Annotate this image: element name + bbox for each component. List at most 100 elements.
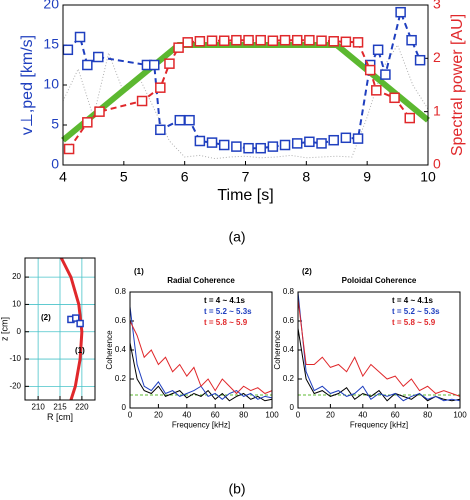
annotation: (1): [134, 267, 144, 276]
y2-tick-label: 1: [433, 102, 441, 118]
x-tick-label: 6: [181, 168, 189, 184]
plot-frame: [24, 257, 96, 401]
y2-tick-label: 2: [433, 49, 441, 65]
y-tick-label: 0.4: [283, 345, 295, 354]
marker: [93, 51, 104, 63]
marker: [389, 92, 400, 104]
marker: [206, 35, 218, 46]
series-line: [129, 342, 273, 402]
marker: [63, 143, 75, 155]
y-tick-label: 0.4: [115, 345, 127, 354]
y-tick-label: -20: [9, 381, 21, 390]
panel-label: (a): [228, 229, 245, 245]
x-tick-label: 100: [453, 410, 467, 419]
marker: [340, 36, 352, 48]
marker: [291, 138, 303, 149]
marker: [267, 35, 279, 46]
x-tick-label: 220: [75, 402, 89, 411]
marker: [243, 34, 254, 46]
marker: [218, 139, 230, 151]
marker: [94, 106, 105, 117]
x-axis-label: Frequency [kHz]: [350, 421, 408, 430]
marker: [328, 134, 339, 146]
marker: [304, 34, 315, 46]
marker: [194, 36, 206, 47]
marker: [304, 136, 315, 148]
x-tick-label: 210: [31, 402, 45, 411]
marker: [340, 132, 352, 144]
marker: [371, 85, 382, 96]
marker: [279, 34, 291, 46]
y2-axis-label: Spectral power [AU]: [449, 14, 466, 156]
x-tick-label: 20: [154, 410, 163, 419]
y-axis-label: v⊥,ped [km/s]: [19, 35, 36, 135]
marker: [255, 34, 266, 46]
series-line: [297, 291, 461, 402]
x-tick-label: 40: [358, 410, 367, 419]
y-tick-label: 0.8: [283, 287, 295, 296]
x-tick-label: 0: [296, 410, 301, 419]
marker: [174, 114, 186, 126]
y-tick-label: 0: [122, 403, 127, 412]
marker: [364, 64, 376, 76]
x-tick-label: 7: [242, 168, 250, 184]
chart-title: Poloidal Coherence: [342, 276, 417, 285]
y-tick-label: 0: [17, 327, 22, 336]
y2-tick-label: 0: [433, 156, 441, 172]
marker: [72, 314, 80, 322]
y-tick-label: 0: [51, 156, 59, 172]
y-tick-label: 0.2: [283, 374, 295, 383]
marker: [255, 142, 266, 154]
y-tick-label: 0.8: [115, 287, 127, 296]
series-line: [67, 8, 422, 150]
y-tick-label: -10: [9, 354, 21, 363]
series-line: [59, 257, 84, 401]
marker: [184, 114, 195, 126]
y-axis-label: z [cm]: [0, 317, 9, 341]
marker: [155, 82, 166, 93]
panel-label: (b): [228, 481, 245, 497]
marker: [62, 44, 74, 56]
y-tick-label: 10: [43, 76, 59, 92]
series-line: [297, 299, 461, 397]
legend-entry: t = 5.2 ~ 5.3s: [392, 307, 440, 316]
marker: [406, 34, 417, 46]
y-tick-label: 0: [290, 403, 295, 412]
panel: 210 215 220 -20 -10 0 10 20 R [cm] z [cm] (2) (1) (b…: [0, 257, 246, 497]
x-tick-label: 80: [423, 410, 432, 419]
marker: [82, 59, 93, 71]
marker: [279, 139, 291, 151]
marker: [74, 31, 86, 43]
marker: [173, 42, 184, 53]
marker: [352, 133, 364, 144]
marker: [182, 37, 193, 48]
marker: [404, 112, 415, 124]
marker: [231, 34, 242, 46]
marker: [291, 34, 303, 46]
plot-frame: [129, 291, 273, 409]
x-tick-label: 80: [239, 410, 248, 419]
x-tick-label: 4: [59, 168, 67, 184]
marker: [206, 137, 218, 148]
x-tick-label: 215: [53, 402, 67, 411]
annotation: (2): [41, 313, 51, 322]
marker: [372, 44, 384, 56]
y-tick-label: 5: [51, 116, 59, 132]
marker: [316, 35, 327, 46]
x-axis-label: R [cm]: [47, 412, 73, 422]
legend-entry: t = 5.8 ~ 5.9: [204, 318, 248, 327]
x-tick-label: 40: [182, 410, 191, 419]
legend-entry: t = 5.8 ~ 5.9: [392, 318, 436, 327]
x-axis-label: Time [s]: [217, 187, 273, 204]
marker: [316, 138, 327, 149]
x-tick-label: 20: [326, 410, 335, 419]
marker: [149, 59, 160, 71]
marker: [243, 142, 254, 154]
marker: [218, 35, 230, 46]
x-tick-label: 5: [120, 168, 128, 184]
panel: 0 20 40 60 80 100 0 0.2 0.4 0.6 0.8 Frequency [kHz]…: [273, 267, 467, 430]
marker: [164, 58, 175, 69]
marker: [82, 117, 93, 128]
y2-tick-label: 3: [433, 0, 441, 12]
